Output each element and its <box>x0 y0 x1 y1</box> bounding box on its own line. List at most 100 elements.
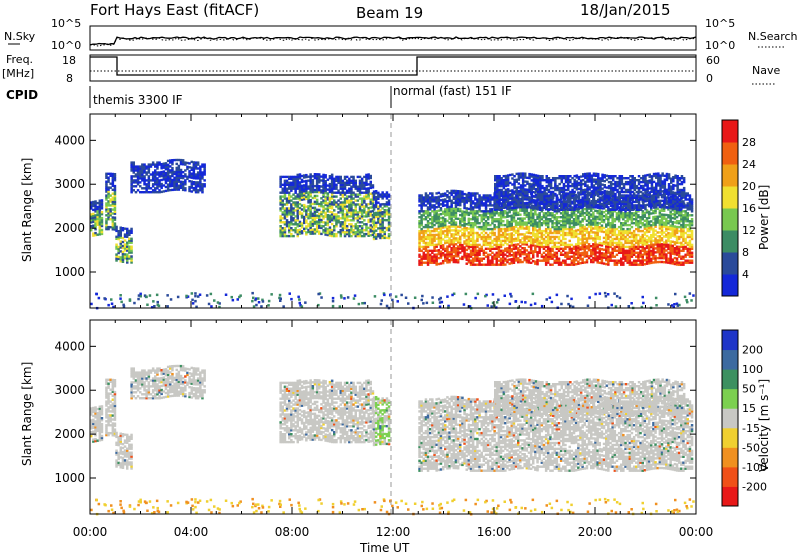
power-echo-cell <box>292 229 295 232</box>
power-echo-cell <box>441 224 445 227</box>
power-echo-cell <box>356 187 360 190</box>
power-echo-cell <box>478 202 481 205</box>
power-echo-cell <box>107 227 110 231</box>
power-echo-cell <box>594 221 597 224</box>
power-echo-cell <box>343 232 347 236</box>
power-echo-cell <box>303 190 306 193</box>
power-echo-cell <box>313 173 317 176</box>
power-echo-cell <box>105 186 108 189</box>
power-echo-cell <box>181 171 185 174</box>
power-echo-cell <box>424 261 428 264</box>
power-echo-cell <box>188 172 191 175</box>
power-echo-cell <box>538 229 541 233</box>
power-echo-cell <box>426 194 430 197</box>
power-echo-cell <box>123 249 127 252</box>
power-echo-cell <box>459 192 462 195</box>
power-echo-cell <box>158 175 161 178</box>
power-echo-cell <box>92 208 95 212</box>
power-echo-cell <box>585 255 589 258</box>
power-echo-cell <box>315 210 319 213</box>
power-echo-cell <box>431 206 434 209</box>
power-echo-cell <box>620 225 623 229</box>
power-echo-cell <box>542 241 546 245</box>
power-echo-cell <box>363 209 366 212</box>
power-echo-cell <box>613 202 617 205</box>
power-echo-cell <box>107 196 110 199</box>
power-echo-cell <box>497 259 501 262</box>
power-echo-cell <box>424 200 428 203</box>
power-echo-cell <box>598 196 601 199</box>
power-echo-cell <box>369 174 372 178</box>
power-echo-cell <box>420 257 423 260</box>
power-echo-cell <box>324 231 327 234</box>
power-echo-cell <box>587 207 591 210</box>
power-echo-cell <box>121 256 125 259</box>
power-echo-cell <box>358 179 362 182</box>
power-echo-cell <box>534 240 537 244</box>
power-echo-cell <box>296 229 299 232</box>
power-echo-cell <box>94 214 97 217</box>
power-echo-cell <box>527 251 531 254</box>
power-echo-cell <box>607 227 610 231</box>
power-echo-cell <box>508 226 511 230</box>
power-echo-cell <box>510 250 513 253</box>
power-echo-cell <box>486 223 490 227</box>
power-echo-cell <box>341 179 345 182</box>
power-echo-cell <box>422 251 425 254</box>
power-echo-cell <box>166 163 170 166</box>
power-echo-cell <box>605 249 608 252</box>
power-echo-cell <box>568 214 571 217</box>
power-echo-cell <box>426 259 430 262</box>
power-echo-cell <box>123 233 127 236</box>
power-echo-cell <box>456 217 460 220</box>
power-echo-cell <box>587 211 591 214</box>
power-echo-cell <box>134 181 138 184</box>
power-echo-cell <box>281 203 284 206</box>
power-echo-cell <box>566 212 569 215</box>
power-echo-cell <box>549 214 552 217</box>
power-echo-cell <box>529 212 533 215</box>
power-echo-cell <box>572 220 576 223</box>
power-echo-cell <box>145 191 148 194</box>
power-echo-cell <box>279 219 282 222</box>
power-echo-cell <box>562 233 565 237</box>
power-echo-cell <box>517 235 520 238</box>
power-echo-cell <box>186 175 189 178</box>
power-echo-cell <box>424 231 428 235</box>
power-echo-cell <box>536 241 539 244</box>
power-echo-cell <box>343 201 347 204</box>
power-echo-cell <box>311 181 315 184</box>
power-echo-cell <box>190 160 193 164</box>
power-echo-cell <box>164 181 168 185</box>
power-echo-cell <box>311 230 315 233</box>
power-echo-cell <box>482 214 486 217</box>
power-echo-cell <box>337 203 340 206</box>
power-echo-cell <box>113 210 117 213</box>
power-echo-cell <box>439 193 443 196</box>
power-echo-cell <box>300 192 304 195</box>
power-echo-cell <box>525 227 529 230</box>
power-echo-cell <box>154 173 157 176</box>
power-echo-cell <box>555 261 559 264</box>
power-echo-cell <box>358 232 362 236</box>
power-echo-cell <box>354 179 357 182</box>
power-echo-cell <box>379 205 382 208</box>
power-echo-cell <box>536 231 539 234</box>
power-echo-cell <box>504 263 507 266</box>
power-echo-cell <box>96 215 99 219</box>
power-echo-cell <box>164 162 168 165</box>
power-echo-cell <box>285 181 289 184</box>
power-echo-cell <box>523 249 526 252</box>
power-echo-cell <box>469 239 473 243</box>
power-echo-cell <box>493 247 496 250</box>
power-echo-cell <box>100 207 104 210</box>
power-echo-cell <box>553 255 556 258</box>
power-echo-cell <box>141 167 144 170</box>
power-echo-cell <box>583 247 586 250</box>
power-echo-cell <box>162 166 166 169</box>
power-echo-cell <box>337 221 340 224</box>
power-echo-cell <box>119 226 122 229</box>
power-echo-cell <box>437 243 441 246</box>
power-echo-cell <box>149 163 153 166</box>
power-echo-cell <box>480 204 483 207</box>
